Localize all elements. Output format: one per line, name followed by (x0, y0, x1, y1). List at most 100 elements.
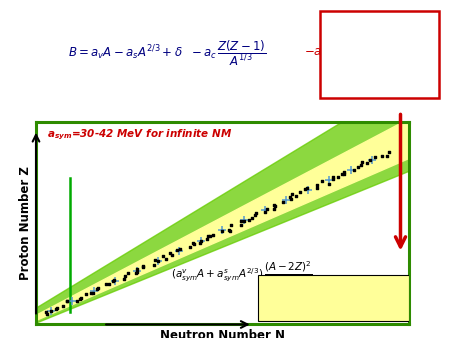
Point (261, 208, 269, 213)
Point (304, 185, 311, 191)
Point (218, 228, 225, 234)
Point (271, 203, 278, 208)
Point (176, 248, 183, 254)
FancyBboxPatch shape (320, 10, 439, 98)
Point (203, 236, 211, 242)
Point (63, 298, 70, 304)
Point (240, 218, 247, 223)
Point (296, 189, 303, 194)
Point (252, 213, 259, 218)
Point (237, 222, 244, 227)
Point (140, 265, 147, 270)
Point (325, 181, 332, 186)
Point (162, 257, 169, 262)
Point (90, 290, 97, 296)
Point (271, 203, 278, 209)
Point (90, 288, 97, 294)
Point (150, 262, 158, 267)
Point (106, 281, 113, 286)
Polygon shape (36, 122, 410, 323)
Point (378, 153, 386, 158)
Point (69, 298, 76, 304)
Point (245, 217, 252, 222)
Point (339, 171, 346, 176)
Point (283, 197, 290, 203)
Point (166, 250, 174, 256)
Point (364, 160, 371, 166)
Point (139, 263, 146, 269)
Point (367, 157, 374, 163)
Point (304, 187, 311, 193)
Point (326, 177, 333, 183)
Point (73, 298, 80, 304)
Point (197, 238, 204, 243)
Point (198, 238, 205, 243)
Text: $\bfit{a}_{sym}$=30-42 MeV for infinite NM: $\bfit{a}_{sym}$=30-42 MeV for infinite … (47, 128, 233, 142)
Text: Inclusion of surface
terms in symmetry: Inclusion of surface terms in symmetry (277, 287, 391, 309)
Point (270, 207, 278, 212)
Point (302, 187, 309, 192)
Point (168, 252, 176, 257)
Point (112, 278, 119, 284)
Point (206, 233, 213, 239)
Point (48, 309, 55, 314)
Point (190, 241, 197, 246)
Point (110, 277, 117, 283)
Point (186, 244, 193, 250)
Point (47, 309, 54, 314)
Point (350, 167, 357, 173)
Point (94, 286, 101, 291)
Point (82, 292, 89, 297)
Point (43, 310, 50, 315)
Point (44, 312, 51, 317)
Point (241, 218, 248, 223)
Point (63, 298, 70, 304)
Point (357, 163, 364, 168)
Point (289, 192, 296, 197)
Point (329, 177, 336, 182)
Point (76, 296, 83, 302)
Point (132, 270, 140, 275)
Point (383, 153, 390, 159)
Point (94, 286, 102, 291)
Point (287, 196, 294, 202)
Point (176, 246, 183, 251)
Point (279, 199, 286, 205)
Point (151, 257, 158, 263)
Point (237, 219, 244, 224)
Point (226, 227, 233, 233)
Point (226, 228, 234, 234)
Point (133, 269, 140, 275)
Point (204, 234, 212, 239)
Text: $(a^v_{sym}A+a^s_{sym}A^{2/3})\,\dfrac{(A-2Z)^2}{A^2}$: $(a^v_{sym}A+a^s_{sym}A^{2/3})\,\dfrac{(… (171, 259, 312, 288)
Point (103, 281, 110, 287)
Point (133, 266, 140, 272)
Point (210, 232, 217, 238)
FancyBboxPatch shape (258, 275, 410, 321)
Point (160, 253, 167, 259)
Point (154, 258, 161, 263)
Point (52, 307, 59, 312)
Point (358, 160, 365, 165)
Point (369, 157, 376, 162)
Point (341, 169, 348, 174)
Point (133, 268, 140, 273)
Point (121, 276, 128, 282)
Point (347, 167, 354, 172)
Point (174, 247, 181, 253)
Polygon shape (36, 122, 410, 320)
Point (286, 194, 293, 199)
Point (355, 164, 362, 170)
Point (122, 273, 129, 279)
Point (196, 240, 203, 245)
Point (334, 174, 341, 180)
Point (318, 178, 325, 184)
Point (253, 210, 260, 216)
X-axis label: Neutron Number N: Neutron Number N (160, 329, 285, 338)
Point (313, 182, 320, 188)
Point (371, 154, 378, 160)
Point (385, 149, 392, 154)
Point (228, 222, 235, 228)
Point (110, 278, 117, 284)
Point (154, 258, 162, 263)
